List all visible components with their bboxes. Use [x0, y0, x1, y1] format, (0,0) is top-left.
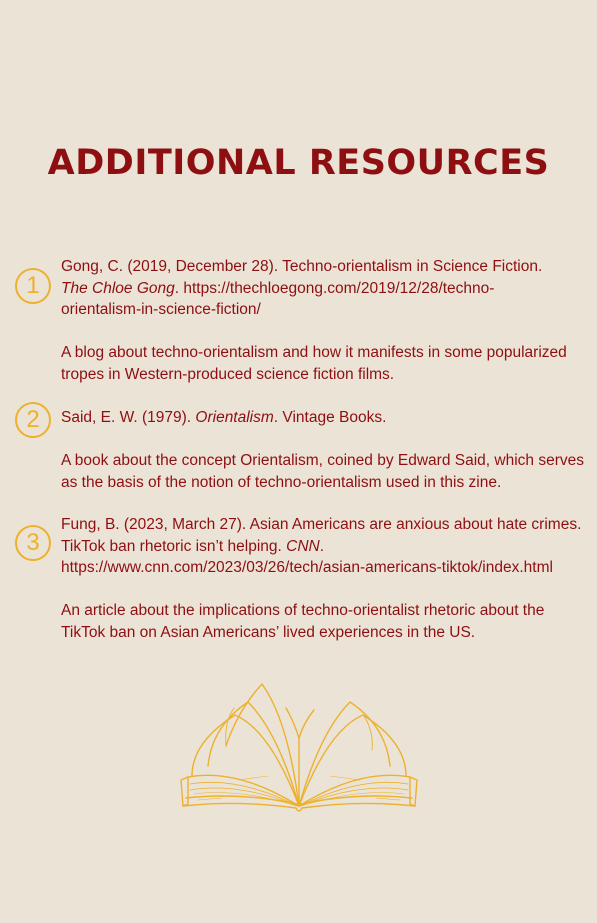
- number-badge-3: 3: [15, 525, 51, 561]
- citation-2-source: Orientalism: [195, 409, 274, 426]
- citation-1-source: The Chloe Gong: [61, 279, 175, 297]
- citation-3-author: Fung, B. (2023, March 27). Asian America…: [61, 516, 582, 555]
- description-1: A blog about techno-orientalism and how …: [61, 344, 567, 383]
- citation-2: Said, E. W. (1979). Orientalism. Vintage…: [61, 407, 586, 429]
- citation-3: Fung, B. (2023, March 27). Asian America…: [61, 516, 582, 576]
- description-2: A book about the concept Orientalism, co…: [61, 452, 584, 491]
- citation-1-url[interactable]: . https://thechloegong.com/2019/12/28/te…: [61, 279, 495, 319]
- citation-1: Gong, C. (2019, December 28). Techno-ori…: [61, 256, 586, 321]
- citation-3-url[interactable]: https://www.cnn.com/2023/03/26/tech/asia…: [61, 559, 553, 576]
- resource-text-3: Fung, B. (2023, March 27). Asian America…: [61, 514, 586, 643]
- number-badge-1: 1: [15, 268, 51, 304]
- citation-3-source: CNN: [286, 537, 320, 555]
- resource-text-1: Gong, C. (2019, December 28). Techno-ori…: [61, 256, 586, 385]
- page-title: ADDITIONAL RESOURCES: [47, 143, 550, 183]
- resource-text-2: Said, E. W. (1979). Orientalism. Vintage…: [61, 407, 586, 493]
- citation-2-author: Said, E. W. (1979).: [61, 409, 192, 426]
- open-book-icon: [180, 683, 418, 812]
- description-3: An article about the implications of tec…: [61, 602, 545, 641]
- citation-1-author: Gong, C. (2019, December 28). Techno-ori…: [61, 258, 543, 275]
- number-badge-2: 2: [15, 402, 51, 438]
- citation-2-publisher: . Vintage Books.: [273, 409, 387, 426]
